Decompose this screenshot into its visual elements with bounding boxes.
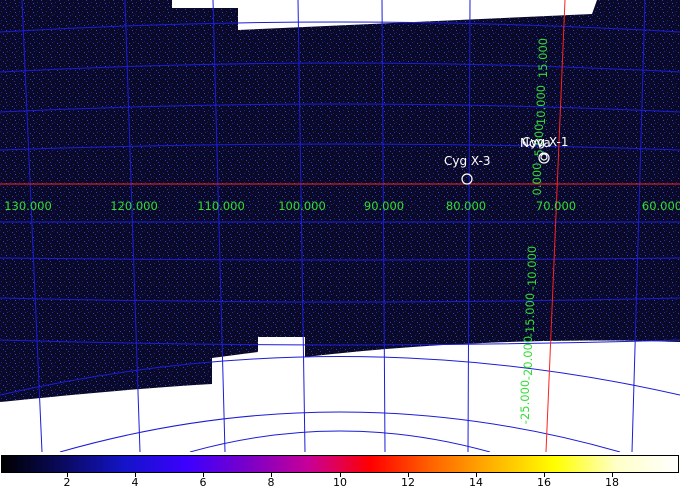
colorbar-tick <box>67 473 68 477</box>
colorbar-gradient <box>1 455 679 473</box>
source-label-cyg-x3: Cyg X-3 <box>444 154 491 168</box>
lat-label: 10.000 <box>534 85 548 125</box>
colorbar-label: 10 <box>333 476 347 489</box>
colorbar-label: 14 <box>469 476 483 489</box>
colorbar-tick <box>408 473 409 477</box>
lon-label: 80.000 <box>446 199 486 213</box>
colorbar-tick <box>544 473 545 477</box>
colorbar: 2 4 6 8 10 12 14 16 18 <box>0 454 680 499</box>
lat-label: 0.000 <box>530 163 544 196</box>
colorbar-label: 2 <box>63 476 71 489</box>
source-label-cyg-x1: Cyg X-1 <box>522 135 569 149</box>
source-circle-cyg-x3 <box>461 173 473 185</box>
lon-label: 100.000 <box>278 199 326 213</box>
colorbar-label: 12 <box>401 476 415 489</box>
source-markers: Cyg X-3 Cyg X-1 Nova <box>444 135 569 185</box>
latitude-tick-labels: 15.000 10.000 5.000 0.000 -10.000 -15.00… <box>518 38 550 424</box>
longitude-tick-labels: 130.000 120.000 110.000 100.000 90.000 8… <box>4 199 680 213</box>
sky-map-image[interactable]: 130.000 120.000 110.000 100.000 90.000 8… <box>0 0 680 452</box>
lon-label: 60.000 <box>642 199 680 213</box>
colorbar-tick <box>135 473 136 477</box>
colorbar-label: 16 <box>537 476 551 489</box>
galactic-axes <box>0 0 680 452</box>
lon-label: 90.000 <box>364 199 404 213</box>
lon-label: 70.000 <box>536 199 576 213</box>
colorbar-tick <box>476 473 477 477</box>
lat-label: -15.000 <box>523 293 537 337</box>
colorbar-tick <box>271 473 272 477</box>
lat-label: -20.000 <box>521 336 535 380</box>
lat-label: 15.000 <box>536 38 550 78</box>
source-circle-cyg-x1 <box>538 152 550 164</box>
coordinate-grid <box>0 0 680 452</box>
colorbar-tick <box>340 473 341 477</box>
colorbar-label: 6 <box>199 476 207 489</box>
lon-label: 120.000 <box>110 199 158 213</box>
lat-label: 5.000 <box>532 124 546 157</box>
colorbar-tick <box>612 473 613 477</box>
lon-label: 110.000 <box>197 199 245 213</box>
colorbar-tick <box>203 473 204 477</box>
colorbar-label: 8 <box>267 476 275 489</box>
lon-label: 130.000 <box>4 199 52 213</box>
lat-label: -25.000 <box>518 380 532 424</box>
colorbar-label: 18 <box>605 476 619 489</box>
colorbar-label: 4 <box>131 476 139 489</box>
source-label-nova: Nova <box>520 136 551 150</box>
lat-label: -10.000 <box>525 246 539 290</box>
source-circle-nova <box>540 153 548 161</box>
